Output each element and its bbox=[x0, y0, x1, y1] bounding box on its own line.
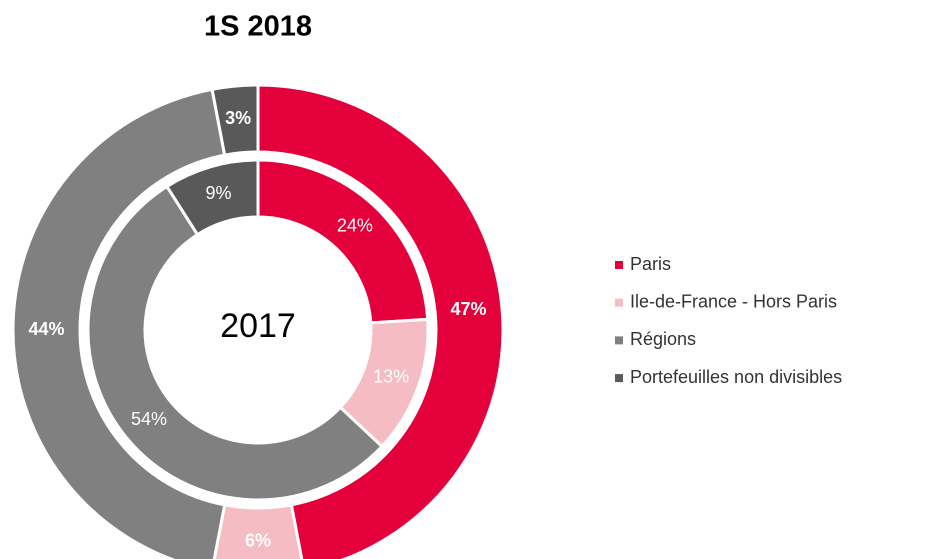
donut-slice bbox=[164, 158, 260, 237]
data-label: 24% bbox=[337, 216, 373, 236]
legend-swatch bbox=[615, 374, 623, 383]
center-label: 2017 bbox=[220, 307, 296, 345]
data-label: 3% bbox=[225, 108, 251, 128]
data-label: 9% bbox=[206, 183, 232, 203]
donut-slice bbox=[256, 83, 505, 559]
data-label: 47% bbox=[451, 299, 487, 319]
data-label: 6% bbox=[245, 530, 271, 550]
chart-title: 1S 2018 bbox=[204, 11, 312, 43]
data-label: 44% bbox=[28, 319, 64, 339]
legend-label: Paris bbox=[630, 254, 671, 274]
legend-swatch bbox=[615, 261, 623, 269]
donut-slice bbox=[86, 184, 385, 502]
legend-label: Portefeuilles non divisibles bbox=[630, 367, 842, 387]
data-label: 54% bbox=[131, 409, 167, 429]
legend-swatch bbox=[615, 298, 623, 307]
data-label: 13% bbox=[373, 367, 409, 387]
legend-label: Régions bbox=[630, 329, 696, 349]
legend-label: Ile-de-France - Hors Paris bbox=[630, 291, 837, 311]
donut-slice bbox=[11, 87, 227, 559]
donut-slice bbox=[210, 83, 260, 157]
legend-swatch bbox=[615, 336, 623, 345]
